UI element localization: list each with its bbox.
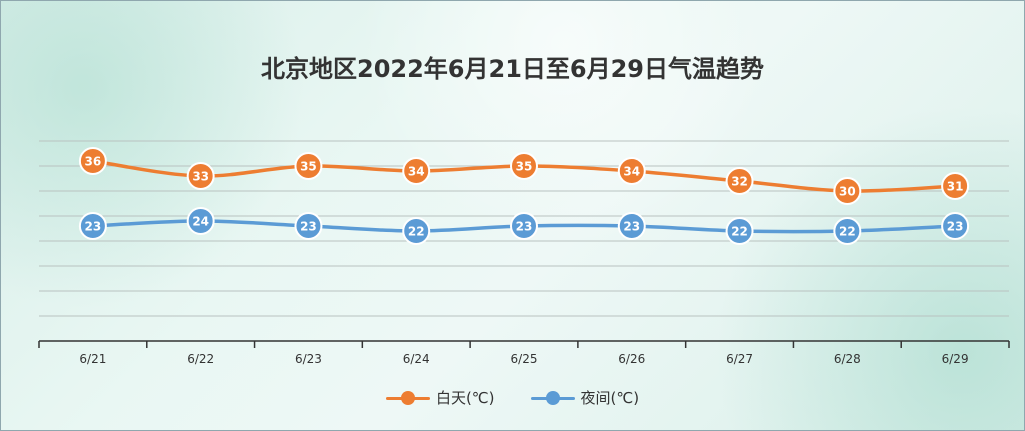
x-tick-label: 6/23 — [295, 352, 322, 366]
legend-dot-day — [400, 390, 415, 405]
data-label-day: 35 — [300, 160, 317, 174]
data-point-day — [725, 167, 754, 195]
data-label-day: 35 — [516, 160, 533, 174]
x-tick-label: 6/25 — [511, 352, 538, 366]
data-point-night — [833, 217, 862, 245]
data-point-day — [941, 172, 970, 200]
x-tick-label: 6/21 — [79, 352, 106, 366]
legend-item-day: 白天(℃) — [385, 387, 495, 408]
x-tick-label: 6/24 — [403, 352, 430, 366]
data-point-night — [941, 212, 970, 240]
data-point-day — [294, 152, 323, 180]
x-tick-label: 6/27 — [726, 352, 753, 366]
data-point-day — [510, 152, 538, 180]
legend-label-day: 白天(℃) — [435, 389, 495, 407]
legend-dot-night — [545, 390, 560, 405]
data-label-day: 33 — [192, 170, 209, 184]
data-label-day: 31 — [947, 180, 964, 194]
data-label-night: 23 — [300, 220, 317, 234]
data-point-night — [78, 212, 107, 240]
data-label-night: 22 — [731, 225, 748, 239]
data-label-day: 32 — [731, 175, 748, 189]
chart-title: 北京地区2022年6月21日至6月29日气温趋势 — [261, 55, 764, 83]
data-point-night — [617, 212, 646, 240]
data-point-night — [510, 212, 538, 240]
data-label-night: 24 — [192, 215, 209, 229]
data-label-day: 34 — [408, 165, 425, 179]
data-label-day: 30 — [839, 185, 856, 199]
data-point-night — [186, 207, 215, 235]
data-label-day: 34 — [623, 165, 640, 179]
legend-swatch-night — [530, 390, 575, 405]
data-label-night: 23 — [947, 220, 964, 234]
data-point-day — [833, 177, 862, 205]
data-point-night — [402, 217, 431, 245]
data-point-night — [294, 212, 323, 240]
x-tick-label: 6/26 — [618, 352, 645, 366]
data-point-day — [78, 147, 107, 175]
data-point-day — [402, 157, 431, 185]
x-tick-label: 6/28 — [834, 352, 861, 366]
data-label-day: 36 — [85, 155, 102, 169]
data-label-night: 23 — [85, 220, 102, 234]
legend-item-night: 夜间(℃) — [530, 387, 640, 408]
data-point-night — [725, 217, 754, 245]
data-label-night: 23 — [516, 220, 533, 234]
data-label-night: 22 — [408, 225, 425, 239]
x-tick-label: 6/29 — [942, 352, 969, 366]
x-tick-label: 6/22 — [187, 352, 214, 366]
data-label-night: 22 — [839, 225, 856, 239]
legend-swatch-day — [385, 390, 430, 405]
data-point-day — [617, 157, 646, 185]
data-point-day — [186, 162, 215, 190]
legend: 白天(℃) 夜间(℃) — [1, 387, 1024, 408]
data-label-night: 23 — [623, 220, 640, 234]
legend-label-night: 夜间(℃) — [580, 389, 640, 407]
